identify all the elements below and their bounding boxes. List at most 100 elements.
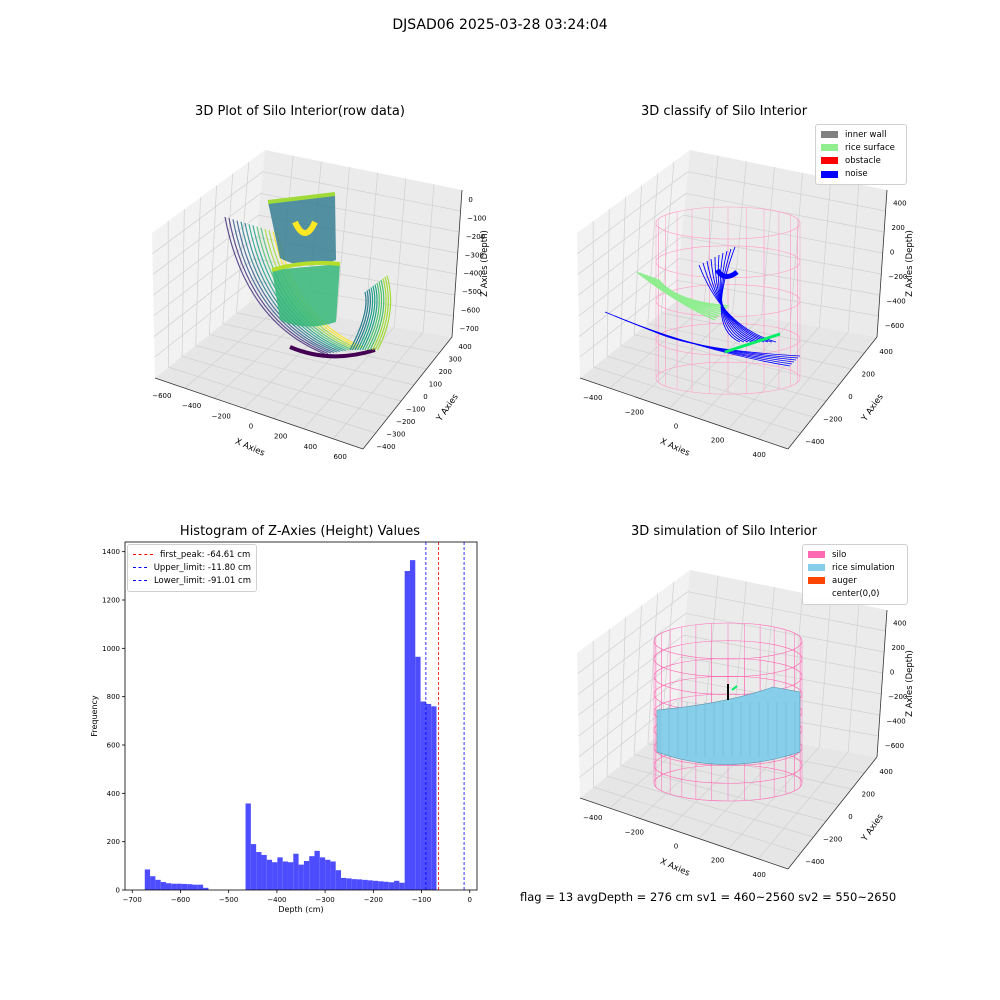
- grid-line: [639, 311, 733, 399]
- z-axis-line: [451, 189, 463, 338]
- noise-swatch: [821, 170, 838, 178]
- y-tick-label: −400: [805, 438, 824, 446]
- grid-line: [422, 184, 435, 333]
- noise-curve: [720, 250, 749, 343]
- histogram-bar: [277, 857, 283, 890]
- z-tick-label: −200: [466, 233, 485, 241]
- legend-item-inner-wall: inner wall: [821, 128, 901, 141]
- y-axis-label: Frequency: [90, 695, 99, 737]
- legend-label: noise: [845, 169, 868, 180]
- grid-line: [818, 178, 832, 328]
- auger-swatch: [808, 577, 825, 585]
- plot2-legend: inner wall rice surface obstacle noise: [815, 124, 907, 185]
- y-tick-label: −200: [823, 835, 842, 843]
- grid-lines: [577, 155, 886, 440]
- y-axis-label: Y Axies: [434, 392, 461, 424]
- legend-item-auger: auger: [808, 574, 902, 587]
- grid-line: [579, 280, 678, 358]
- histogram-bar: [155, 879, 161, 890]
- y-tick-label: 400: [879, 348, 892, 356]
- y-tick-label: 100: [429, 381, 442, 389]
- grid-line: [168, 366, 376, 434]
- histogram-bar: [409, 560, 416, 890]
- histogram-bars: [144, 560, 437, 890]
- grid-line: [620, 765, 827, 822]
- grid-line: [607, 775, 814, 838]
- lower-cup-rim: [271, 260, 341, 272]
- legend-label: Upper_limit: -11.80 cm: [153, 562, 251, 573]
- z-tick-label: −200: [888, 693, 907, 701]
- histogram-bar: [176, 883, 182, 890]
- grid-line: [153, 236, 257, 317]
- legend-item-noise: noise: [821, 168, 901, 181]
- rice-simulation-body: [656, 686, 801, 765]
- histogram-bar: [298, 864, 304, 890]
- histogram-bar: [394, 880, 400, 890]
- lower-limit-line-swatch: [133, 580, 147, 582]
- grid-line: [661, 312, 865, 354]
- histogram-bar: [388, 882, 395, 890]
- z-tick-label: −600: [461, 306, 480, 314]
- z-tick-label: −400: [887, 717, 906, 725]
- x-tick-label: 200: [711, 437, 724, 445]
- z-tick-label: 0: [468, 196, 472, 204]
- y-tick-label: 600: [107, 742, 120, 750]
- grid-line: [365, 172, 378, 323]
- histogram-bar: [261, 854, 267, 890]
- grid-line: [687, 171, 886, 212]
- y-tick-label: 200: [107, 838, 120, 846]
- grid-line: [577, 613, 686, 695]
- y-axis-line: [362, 336, 453, 450]
- histogram-bar: [330, 861, 336, 890]
- grid-line: [683, 634, 883, 674]
- y-tick-label: 0: [848, 813, 852, 821]
- grid-line: [698, 321, 791, 419]
- grid-line: [677, 279, 879, 317]
- grid-line: [182, 355, 389, 418]
- grid-line: [847, 604, 860, 753]
- plot-frame: [124, 541, 478, 891]
- z-tick-label: 0: [890, 248, 894, 256]
- grid-line: [847, 184, 860, 333]
- grid-line: [761, 167, 775, 318]
- x-tick-label: −700: [123, 896, 142, 904]
- y-tick-label: −300: [386, 430, 405, 438]
- histogram-bar: [245, 803, 251, 890]
- y-axis-label: Y Axies: [859, 392, 886, 424]
- x-tick-label: 0: [468, 896, 472, 904]
- legend-label: obstacle: [845, 155, 881, 166]
- plot1-3d-raw: −600−400−20002004006004003002001000−100−…: [152, 150, 490, 461]
- rice-surface-swatch: [821, 144, 838, 152]
- y-tick-label: 0: [423, 393, 427, 401]
- x-axis-label: X Axies: [233, 437, 266, 459]
- y-tick-label: 1200: [102, 597, 120, 605]
- x-axis-label: Depth (cm): [278, 905, 323, 914]
- legend-label: first_peak: -64.61 cm: [160, 549, 251, 560]
- histogram-bar: [272, 862, 278, 890]
- grid-line: [303, 326, 395, 429]
- histogram-bar: [314, 850, 320, 890]
- grid-line: [577, 591, 689, 674]
- upper-cup-rim: [267, 192, 336, 204]
- y-tick-label: 200: [862, 371, 875, 379]
- y-tick-label: 300: [448, 356, 461, 364]
- raw-data-curve: [240, 221, 338, 353]
- x-tick-label: −200: [625, 408, 644, 416]
- center-swatch: [808, 590, 825, 598]
- legend-label: silo: [832, 549, 847, 560]
- histogram-bar: [250, 844, 257, 890]
- y-tick-label: 200: [439, 368, 452, 376]
- grid-line: [687, 591, 886, 632]
- legend-label: center(0,0): [832, 589, 880, 600]
- grid-line: [208, 185, 217, 335]
- legend-label: rice simulation: [832, 562, 895, 573]
- histogram-bar: [144, 869, 151, 890]
- x-tick-label: 0: [674, 843, 678, 851]
- grid-line: [236, 312, 440, 354]
- raw-data-curve: [369, 279, 385, 351]
- z-axis-line: [876, 189, 888, 338]
- histogram-bar: [171, 883, 177, 890]
- y-tick-label: −400: [805, 858, 824, 866]
- grid-line: [685, 193, 885, 233]
- histogram-legend: first_peak: -64.61 cm Upper_limit: -11.8…: [127, 544, 257, 592]
